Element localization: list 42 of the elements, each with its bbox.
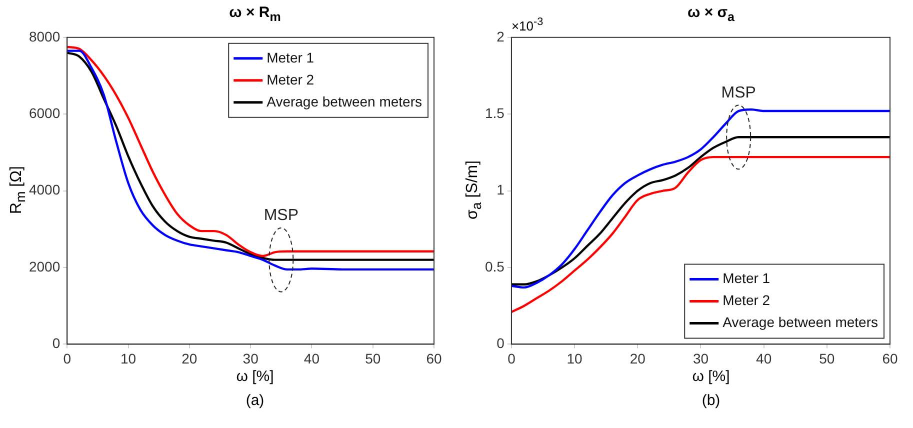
x-tick-label: 50 — [365, 350, 381, 366]
x-tick-label: 40 — [304, 350, 320, 366]
text: ×10$^{-3}$ — [511, 16, 544, 34]
y-tick-label: 1.5 — [484, 104, 505, 121]
y-tick-label: 8000 — [28, 28, 60, 44]
text: (b) — [700, 392, 722, 409]
line-series — [511, 136, 890, 286]
legend-label: Meter 1 — [722, 270, 770, 286]
chart-title: ω × R$_{m}$ — [228, 4, 282, 24]
legend-label: Meter 1 — [266, 49, 314, 66]
legend-label: Meter 2 — [722, 292, 770, 308]
x-tick-label: 60 — [882, 350, 898, 366]
legend-label: Average between meters — [722, 314, 878, 330]
y-tick-label: 0.5 — [484, 258, 505, 274]
x-tick-label: 50 — [819, 350, 835, 366]
x-tick-label: 10 — [120, 350, 136, 366]
x-axis-title: ω [%] — [235, 368, 275, 385]
annotation: MSP — [721, 84, 756, 102]
y-tick-label: 0 — [496, 335, 505, 352]
y-tick-label: 2 — [496, 28, 505, 44]
line-series — [511, 108, 890, 289]
y-tick-label: 2000 — [28, 258, 60, 274]
x-tick-label: 20 — [182, 350, 198, 366]
x-tick-label: 10 — [566, 350, 583, 366]
x-tick-label: 0 — [63, 350, 72, 366]
text: (a) — [244, 392, 266, 409]
legend-label: Average between meters — [266, 93, 422, 110]
legend-label: Meter 2 — [266, 71, 314, 88]
x-tick-label: 0 — [508, 350, 516, 366]
x-tick-label: 60 — [426, 350, 442, 366]
x-tick-label: 40 — [756, 350, 772, 366]
line-series — [511, 156, 890, 314]
x-tick-label: 30 — [692, 350, 709, 366]
y-tick-label: 1 — [496, 182, 505, 198]
y-tick-label: 0 — [52, 335, 60, 352]
x-axis-title: ω [%] — [691, 368, 731, 385]
x-tick-label: 30 — [242, 350, 259, 366]
y-tick-label: 4000 — [28, 182, 60, 198]
chart-title: ω × σ$_{a}$ — [688, 4, 734, 24]
y-tick-label: 6000 — [28, 104, 60, 121]
annotation: MSP — [264, 207, 298, 224]
x-tick-label: 20 — [630, 350, 646, 366]
